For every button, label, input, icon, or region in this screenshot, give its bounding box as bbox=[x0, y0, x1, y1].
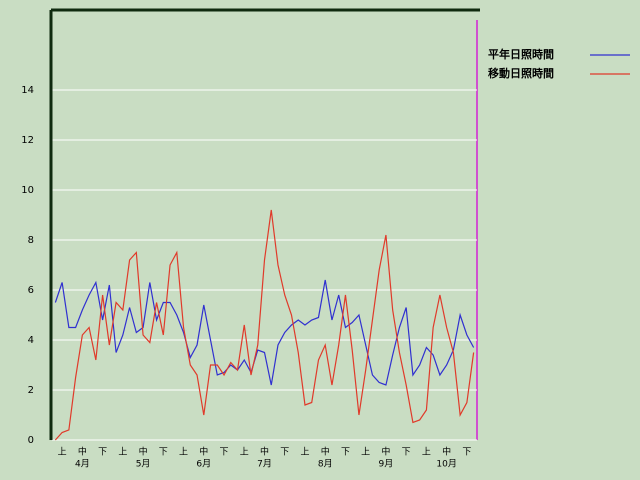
x-tick-label: 上 bbox=[300, 447, 309, 458]
x-tick-label: 下 bbox=[220, 448, 229, 458]
month-label: 8月 bbox=[318, 459, 333, 470]
x-tick-label: 中 bbox=[381, 446, 390, 458]
x-tick-label: 下 bbox=[280, 448, 289, 458]
x-tick-label: 下 bbox=[402, 448, 411, 458]
x-tick-label: 中 bbox=[442, 446, 451, 458]
x-tick-label: 上 bbox=[58, 447, 67, 458]
y-tick-label: 10 bbox=[21, 185, 34, 196]
y-tick-label: 6 bbox=[28, 285, 34, 296]
x-tick-label: 中 bbox=[78, 446, 87, 458]
x-tick-label: 上 bbox=[118, 447, 127, 458]
month-label: 6月 bbox=[196, 459, 211, 470]
x-tick-label: 上 bbox=[179, 447, 188, 458]
month-label: 7月 bbox=[257, 459, 272, 470]
y-tick-label: 12 bbox=[21, 135, 34, 146]
series-line bbox=[54, 279, 475, 386]
x-tick-label: 上 bbox=[422, 447, 431, 458]
month-label: 4月 bbox=[75, 459, 90, 470]
month-label: 9月 bbox=[379, 459, 394, 470]
legend-label: 移動日照時間 bbox=[488, 66, 554, 80]
y-tick-label: 14 bbox=[21, 85, 34, 96]
x-tick-label: 下 bbox=[341, 448, 350, 458]
x-tick-label: 下 bbox=[159, 448, 168, 458]
y-tick-label: 2 bbox=[28, 385, 34, 396]
x-tick-label: 下 bbox=[462, 448, 471, 458]
x-tick-label: 中 bbox=[260, 446, 269, 458]
x-tick-label: 上 bbox=[240, 447, 249, 458]
series-line bbox=[54, 209, 475, 441]
month-label: 10月 bbox=[436, 459, 456, 470]
x-tick-label: 下 bbox=[98, 448, 107, 458]
y-tick-label: 0 bbox=[28, 435, 34, 446]
legend-label: 平年日照時間 bbox=[488, 47, 554, 61]
y-tick-label: 4 bbox=[28, 335, 34, 346]
month-label: 5月 bbox=[136, 459, 151, 470]
x-tick-label: 中 bbox=[199, 446, 208, 458]
x-tick-label: 中 bbox=[321, 446, 330, 458]
x-tick-label: 上 bbox=[361, 447, 370, 458]
x-tick-label: 中 bbox=[139, 446, 148, 458]
y-tick-label: 8 bbox=[28, 235, 34, 246]
